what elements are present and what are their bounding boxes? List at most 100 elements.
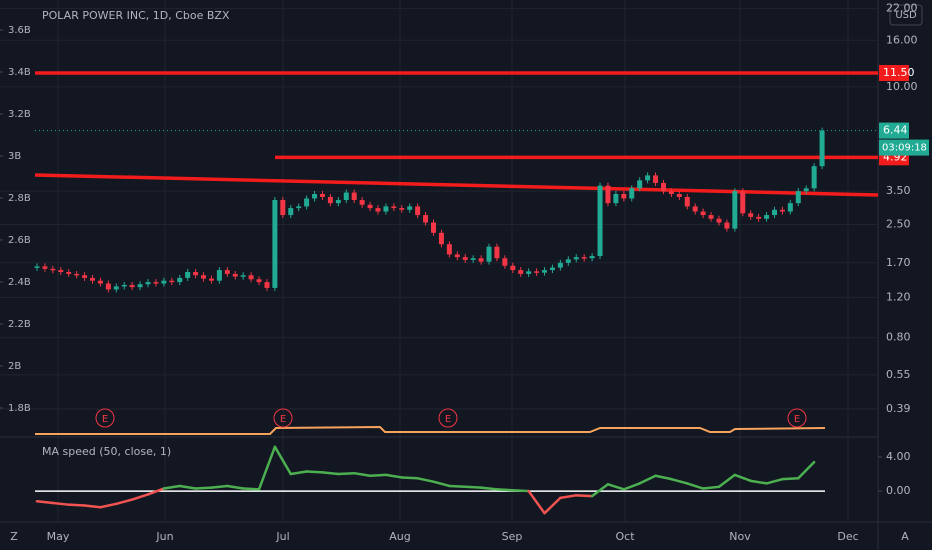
indicator-segment	[463, 485, 483, 489]
candle-body	[779, 209, 785, 212]
candle-body	[327, 196, 333, 204]
candle-body	[42, 266, 48, 269]
candle-body	[518, 270, 524, 274]
candle-body	[407, 206, 413, 210]
indicator-segment	[416, 477, 435, 483]
indicator-segment	[622, 482, 641, 491]
indicator-tick-label: 0.00	[886, 484, 911, 497]
candle-body	[811, 166, 817, 189]
x-tick-label: Jul	[275, 530, 289, 543]
candle-body	[335, 200, 341, 204]
volume-ma	[35, 425, 826, 435]
candle-body	[756, 216, 762, 219]
candle-body	[819, 130, 825, 167]
indicator-segment	[448, 484, 467, 489]
candle-body	[613, 193, 619, 204]
candle-body	[129, 284, 135, 288]
y2-tick-label: 2B	[8, 361, 21, 372]
candle-body	[375, 208, 381, 212]
candle-body	[621, 193, 627, 199]
candle-body	[280, 200, 286, 216]
candle-body	[319, 193, 325, 197]
earnings-circle	[95, 408, 115, 428]
candle-body	[256, 279, 262, 283]
indicator-segment	[210, 484, 229, 489]
y-tick-label: 2.50	[886, 218, 911, 231]
earnings-circle	[273, 408, 293, 428]
candle-body	[581, 257, 587, 259]
x-tick-label: Dec	[837, 530, 858, 543]
candle-body	[637, 180, 643, 189]
indicator-segment	[511, 488, 530, 493]
candle-body	[526, 271, 532, 274]
candle-body	[343, 192, 349, 201]
candle-body	[216, 270, 222, 281]
indicator-segment	[527, 489, 546, 515]
y2-tick-label: 2.8B	[8, 193, 31, 204]
indicator-segment	[717, 473, 737, 489]
indicator-segment	[559, 494, 578, 500]
indicator-segment	[289, 470, 308, 476]
currency-box	[889, 4, 923, 26]
indicator-segment	[686, 482, 705, 490]
candle-body	[557, 262, 563, 268]
candle-body	[161, 280, 167, 284]
candle-body	[462, 257, 468, 260]
y2-tick-label: 2.4B	[8, 277, 31, 288]
earnings-marker: E	[280, 414, 286, 425]
candle-body	[748, 213, 754, 217]
candle-body	[724, 222, 730, 229]
indicator-segment	[781, 477, 800, 481]
candle-body	[177, 277, 183, 283]
candle-body	[740, 191, 746, 214]
indicator-segment	[432, 480, 451, 488]
candle-body	[383, 206, 389, 212]
candle-body	[288, 208, 294, 216]
indicator-segment	[368, 473, 388, 477]
candle-body	[272, 200, 278, 288]
y-tick-label: 0.55	[886, 368, 911, 381]
candle-body	[534, 271, 540, 273]
candle-body	[668, 191, 674, 194]
y-tick-label: 16.00	[886, 33, 918, 46]
y2-tick-label: 2.2B	[8, 319, 31, 330]
indicator-segment	[749, 479, 768, 485]
indicator-segment	[337, 471, 356, 476]
candle-body	[74, 273, 80, 276]
candle-body	[470, 258, 476, 260]
candle-body	[58, 270, 64, 272]
currency: USD	[895, 10, 917, 21]
indicator-segment	[733, 473, 752, 483]
indicator-segment	[352, 471, 372, 477]
candle-body	[803, 188, 809, 192]
indicator-segment	[765, 477, 784, 485]
candle-body	[510, 265, 516, 271]
x-tick-label: Nov	[729, 530, 751, 543]
indicator-segment	[226, 484, 245, 490]
earnings-circle	[787, 408, 807, 428]
indicator-segment	[543, 496, 562, 515]
candle-body	[653, 175, 659, 183]
candle-body	[423, 215, 429, 223]
candle-body	[494, 246, 500, 259]
candle-body	[660, 182, 666, 192]
indicator-tick-label: 4.00	[886, 450, 911, 463]
candle-body	[90, 277, 96, 281]
indicator-segment	[35, 500, 55, 505]
indicator-segment	[321, 471, 340, 476]
y-tick-label: 3.50	[886, 184, 911, 197]
indicator-segment	[670, 477, 689, 485]
y2-tick-label: 3B	[8, 151, 21, 162]
indicator-segment	[590, 483, 610, 498]
indicator-segment	[273, 445, 293, 476]
candle-body	[415, 206, 421, 216]
indicator-segment	[83, 504, 102, 509]
x-tick-label: Oct	[615, 530, 635, 543]
tool-a[interactable]: A	[901, 530, 909, 543]
candle-body	[145, 282, 151, 285]
y-tick-label: 0.39	[886, 402, 911, 415]
candle-body	[232, 273, 238, 277]
candle-body	[82, 275, 88, 278]
tool-z[interactable]: Z	[10, 530, 18, 543]
